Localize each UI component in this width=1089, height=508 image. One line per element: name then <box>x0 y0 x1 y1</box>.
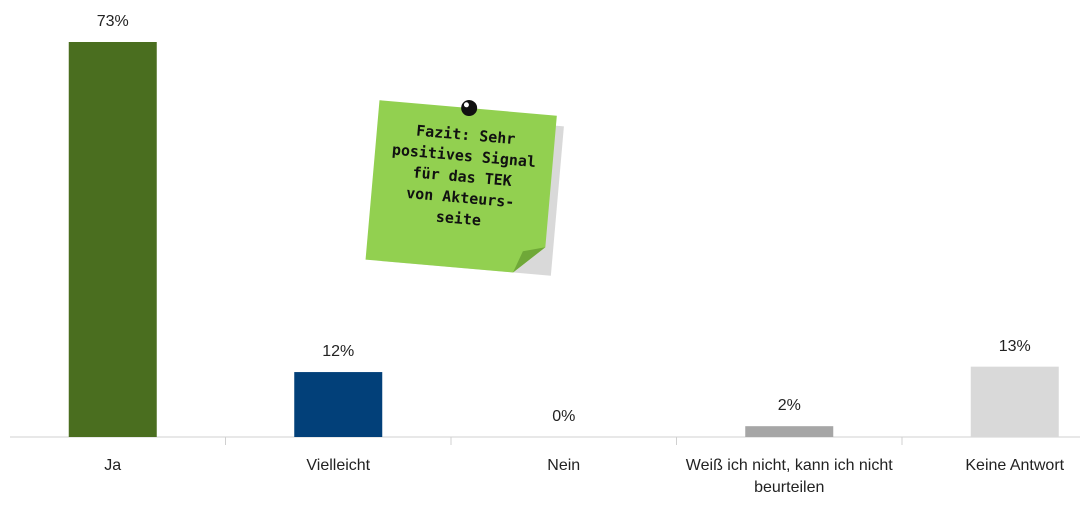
bar <box>970 366 1059 437</box>
value-label: 12% <box>322 343 355 361</box>
x-tick-label: Keine Antwort <box>965 457 1065 474</box>
note-paper <box>365 100 557 273</box>
value-label: 13% <box>998 337 1031 355</box>
x-tick-label: Nein <box>547 457 581 474</box>
pin-glint <box>463 102 469 108</box>
value-label: 2% <box>777 397 801 415</box>
x-tick-label: Weiß ich nicht, kann ich nicht beurteile… <box>685 457 893 496</box>
bar <box>68 42 157 437</box>
bar <box>745 426 834 437</box>
bar <box>294 372 383 437</box>
x-tick-label: Vielleicht <box>306 457 371 474</box>
value-label: 0% <box>552 408 576 425</box>
x-tick-label: Ja <box>104 457 122 474</box>
value-label: 73% <box>96 13 129 30</box>
note-text: seite <box>435 208 482 230</box>
